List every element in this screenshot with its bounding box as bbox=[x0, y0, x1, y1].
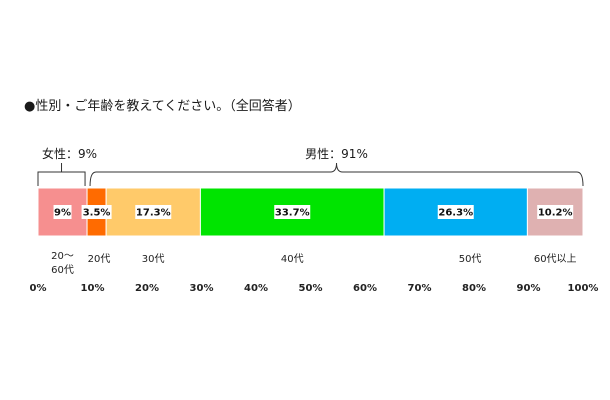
x-tick-label: 40% bbox=[244, 283, 268, 294]
x-tick-label: 100% bbox=[568, 283, 599, 294]
category-label: 60代 bbox=[51, 264, 74, 276]
x-tick-label: 0% bbox=[30, 283, 47, 294]
segment-value-label: 3.5% bbox=[83, 208, 111, 219]
x-tick-label: 90% bbox=[517, 283, 541, 294]
x-tick-label: 50% bbox=[299, 283, 323, 294]
category-label: 20代 bbox=[88, 253, 111, 265]
x-tick-label: 10% bbox=[81, 283, 105, 294]
category-label: 40代 bbox=[281, 253, 304, 265]
group-label: 女性：9% bbox=[42, 146, 97, 161]
category-label: 20～ bbox=[51, 251, 74, 262]
value-label-box bbox=[135, 205, 172, 219]
chart-title: ●性別・ご年齢を教えてください。（全回答者） bbox=[24, 98, 301, 114]
segment-value-label: 26.3% bbox=[438, 208, 473, 219]
x-tick-label: 20% bbox=[135, 283, 159, 294]
value-label-box bbox=[81, 205, 112, 219]
x-axis: 0% 10% 20% 30% 40% 50% 60% 70% 80% 90% 100% bbox=[30, 283, 599, 294]
segment-value-label: 10.2% bbox=[538, 208, 573, 219]
segment-value-label: 9% bbox=[54, 208, 71, 219]
category-label: 50代 bbox=[459, 253, 482, 265]
x-tick-label: 70% bbox=[408, 283, 432, 294]
x-tick-label: 30% bbox=[190, 283, 214, 294]
value-label-box bbox=[537, 205, 574, 219]
segment-value-label: 17.3% bbox=[136, 208, 171, 219]
value-label-box bbox=[437, 205, 474, 219]
category-labels: 20～ 60代 20代 30代 40代 50代 60代以上 bbox=[51, 251, 576, 276]
bar-segments bbox=[37, 187, 584, 237]
group-label: 男性：91% bbox=[305, 147, 368, 161]
group-brackets: 女性：9% 男性：91% bbox=[37, 146, 584, 187]
x-tick-label: 60% bbox=[353, 283, 377, 294]
value-label-box bbox=[274, 205, 311, 219]
group-bracket bbox=[89, 162, 584, 187]
category-label: 30代 bbox=[142, 253, 165, 265]
category-label: 60代以上 bbox=[534, 253, 577, 265]
segment-value-labels: 9% 3.5% 17.3% 33.7% 26.3% 10.2% bbox=[53, 205, 574, 219]
x-tick-label: 80% bbox=[462, 283, 486, 294]
value-label-box bbox=[53, 205, 72, 219]
group-bracket bbox=[37, 163, 86, 186]
segment-value-label: 33.7% bbox=[275, 208, 310, 219]
